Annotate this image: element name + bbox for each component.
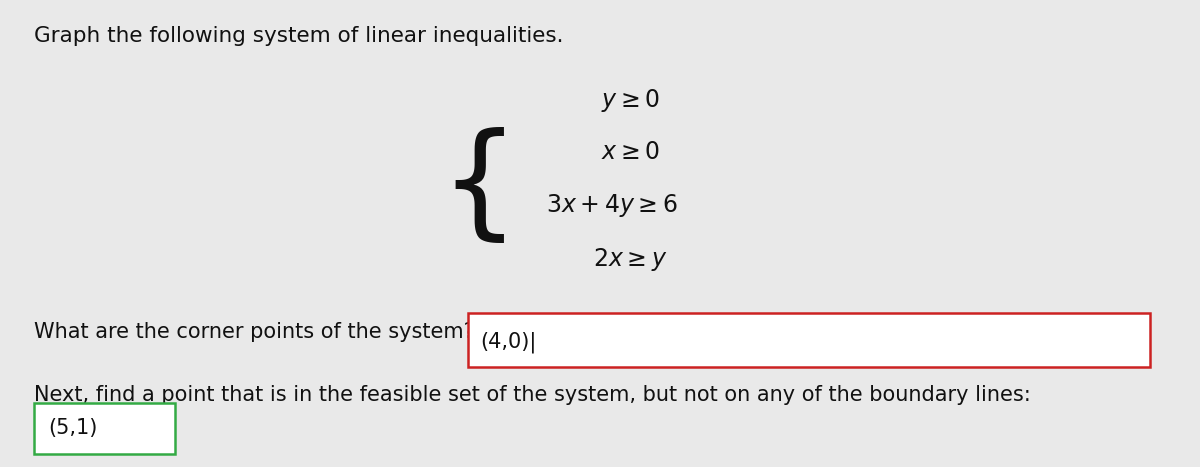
Text: What are the corner points of the system?: What are the corner points of the system… bbox=[34, 322, 474, 341]
FancyBboxPatch shape bbox=[34, 403, 175, 454]
Text: Next, find a point that is in the feasible set of the system, but not on any of : Next, find a point that is in the feasib… bbox=[34, 385, 1031, 404]
Text: (4,0)|: (4,0)| bbox=[480, 331, 536, 353]
Text: (5,1): (5,1) bbox=[48, 418, 97, 438]
Text: $x \geq 0$: $x \geq 0$ bbox=[600, 140, 660, 164]
Text: $3x + 4y \geq 6$: $3x + 4y \geq 6$ bbox=[546, 192, 678, 219]
Text: $2x \geq y$: $2x \geq y$ bbox=[593, 246, 667, 273]
Text: $\{$: $\{$ bbox=[439, 127, 504, 248]
FancyBboxPatch shape bbox=[468, 313, 1150, 367]
Text: Graph the following system of linear inequalities.: Graph the following system of linear ine… bbox=[34, 26, 563, 46]
Text: $y \geq 0$: $y \geq 0$ bbox=[600, 87, 660, 114]
